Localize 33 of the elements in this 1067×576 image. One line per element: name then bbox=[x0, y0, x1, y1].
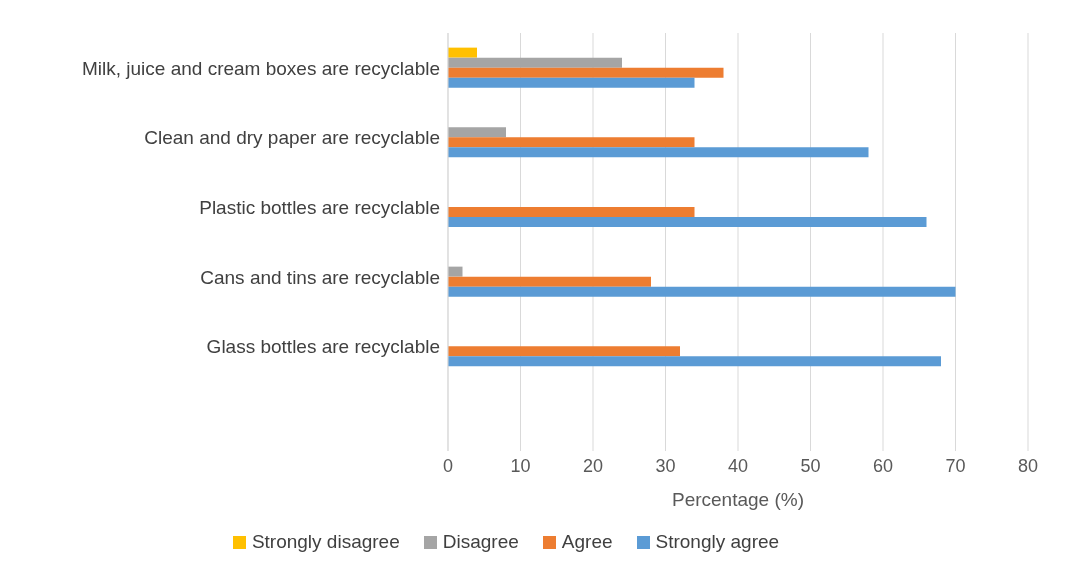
bar bbox=[448, 266, 463, 277]
x-tick-label: 20 bbox=[582, 455, 604, 476]
x-tick-label: 0 bbox=[442, 455, 454, 476]
y-tick-label: Clean and dry paper are recyclable bbox=[144, 127, 440, 149]
bar bbox=[448, 77, 695, 88]
bar bbox=[448, 127, 506, 138]
x-tick-label: 40 bbox=[727, 455, 749, 476]
y-tick-label: Plastic bottles are recyclable bbox=[199, 196, 440, 218]
y-tick-label: Milk, juice and cream boxes are recyclable bbox=[82, 57, 440, 79]
bar bbox=[448, 147, 869, 158]
legend-label: Strongly agree bbox=[654, 531, 780, 553]
x-tick-label: 50 bbox=[800, 455, 821, 476]
x-tick-label: 80 bbox=[1017, 455, 1039, 476]
bar bbox=[448, 47, 477, 58]
bar bbox=[448, 206, 695, 217]
bar bbox=[448, 137, 695, 148]
x-axis-title: Percentage (%) bbox=[671, 489, 805, 510]
bar bbox=[448, 216, 927, 227]
y-tick-label: Cans and tins are recyclable bbox=[200, 266, 440, 288]
bar bbox=[448, 346, 680, 357]
legend-label: Agree bbox=[560, 531, 613, 553]
x-tick-label: 10 bbox=[510, 455, 531, 476]
bar bbox=[448, 276, 651, 287]
bar bbox=[448, 67, 724, 78]
legend-label: Disagree bbox=[441, 531, 519, 553]
y-tick-label: Glass bottles are recyclable bbox=[206, 336, 440, 358]
bar bbox=[448, 286, 956, 297]
bar bbox=[448, 57, 622, 68]
x-tick-label: 30 bbox=[655, 455, 676, 476]
x-tick-label: 70 bbox=[945, 455, 966, 476]
x-tick-label: 60 bbox=[872, 455, 894, 476]
legend-label: Strongly disagree bbox=[250, 531, 400, 553]
bar bbox=[448, 356, 941, 367]
